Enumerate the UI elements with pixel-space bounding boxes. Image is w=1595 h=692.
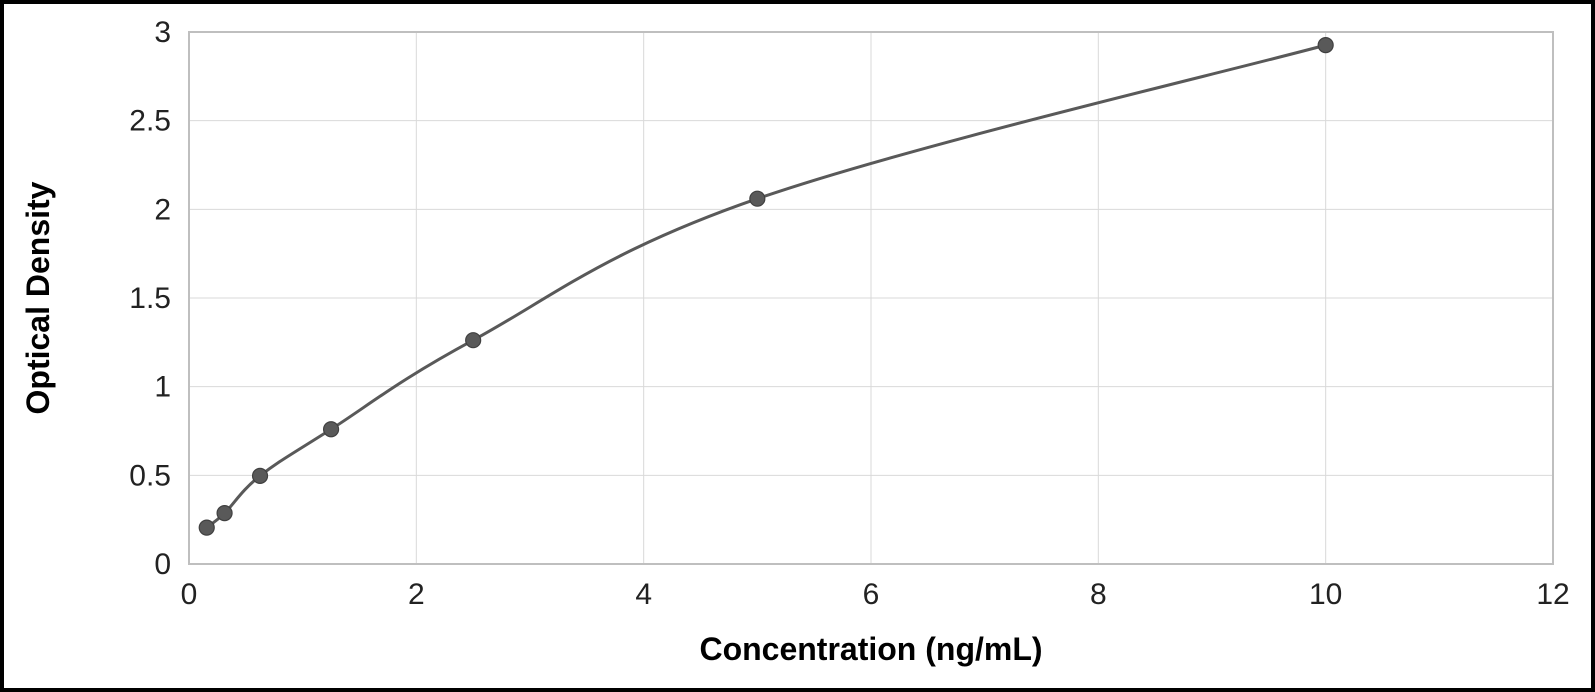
y-tick-label: 1.5 <box>129 282 171 315</box>
series-points <box>199 38 1333 536</box>
y-tick-label: 0.5 <box>129 459 171 492</box>
x-tick-label: 2 <box>408 578 425 611</box>
y-tick-label: 0 <box>154 548 171 581</box>
x-tick-label: 0 <box>181 578 198 611</box>
chart-frame: 0 2 4 6 8 10 12 0 0.5 1 1.5 2 2.5 3 Concentration (n… <box>0 0 1595 692</box>
data-point <box>1318 38 1333 53</box>
y-tick-label: 1 <box>154 371 171 404</box>
x-axis-label: Concentration (ng/mL) <box>699 631 1042 667</box>
y-ticks: 0 0.5 1 1.5 2 2.5 3 <box>129 16 171 581</box>
x-tick-label: 10 <box>1309 578 1342 611</box>
data-point <box>253 468 268 483</box>
y-tick-label: 2.5 <box>129 105 171 138</box>
standard-curve-chart: 0 2 4 6 8 10 12 0 0.5 1 1.5 2 2.5 3 Concentration (n… <box>4 4 1591 688</box>
data-point <box>199 520 214 535</box>
x-tick-label: 4 <box>635 578 652 611</box>
fitted-curve <box>207 45 1326 528</box>
y-tick-label: 2 <box>154 193 171 226</box>
data-point <box>750 191 765 206</box>
x-ticks: 0 2 4 6 8 10 12 <box>181 578 1570 611</box>
data-point <box>217 506 232 521</box>
y-axis-label: Optical Density <box>20 181 56 414</box>
data-point <box>466 333 481 348</box>
x-tick-label: 8 <box>1090 578 1107 611</box>
x-tick-label: 6 <box>863 578 880 611</box>
series-curve <box>207 45 1326 528</box>
x-tick-label: 12 <box>1536 578 1569 611</box>
data-point <box>324 422 339 437</box>
y-tick-label: 3 <box>154 16 171 49</box>
grid-group <box>189 32 1553 564</box>
